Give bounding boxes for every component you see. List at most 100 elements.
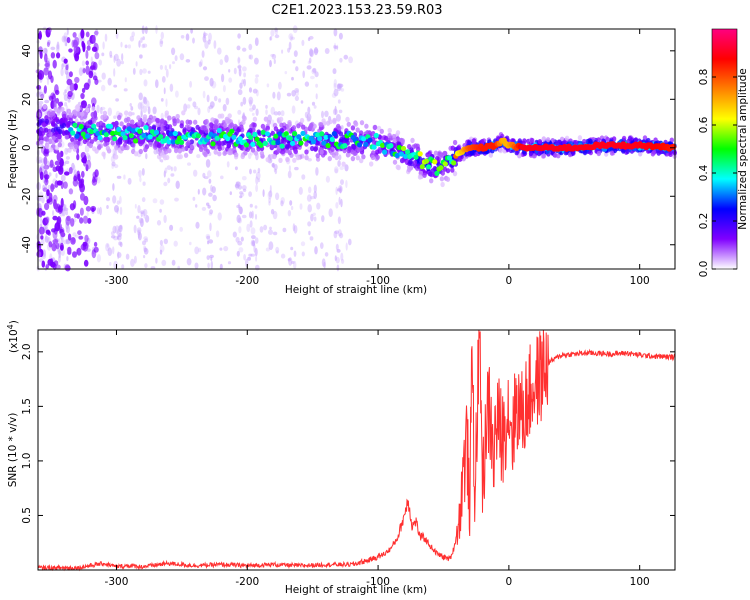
noise-speck <box>81 40 85 48</box>
noise-speck <box>146 100 150 108</box>
spectral-point <box>248 127 253 134</box>
spectral-point <box>57 142 62 148</box>
noise-speck <box>175 90 179 98</box>
noise-speck <box>185 59 191 63</box>
spectral-point <box>51 127 56 133</box>
noise-speck <box>107 107 113 116</box>
noise-speck <box>337 160 341 167</box>
spectral-point <box>137 128 143 134</box>
noise-speck <box>160 159 164 163</box>
spectral-point <box>429 178 434 184</box>
spectral-point <box>325 120 331 126</box>
noise-speck <box>336 264 340 272</box>
noise-speck <box>321 258 326 267</box>
noise-speck <box>60 232 66 238</box>
y-tick-label: 20 <box>21 93 33 106</box>
noise-speck <box>81 87 86 93</box>
noise-speck <box>93 246 99 253</box>
noise-speck <box>251 112 255 116</box>
spectral-point <box>327 156 332 162</box>
snr-marks <box>37 329 676 572</box>
spectral-point <box>400 139 405 146</box>
spectral-point <box>136 115 141 121</box>
spectral-point <box>388 143 394 149</box>
spectral-point <box>167 148 172 154</box>
spectral-point <box>210 141 216 147</box>
noise-speck <box>267 191 272 200</box>
noise-speck <box>238 226 242 234</box>
spectral-point <box>405 149 411 155</box>
noise-speck <box>39 50 43 60</box>
noise-speck <box>138 170 142 178</box>
noise-speck <box>140 218 144 228</box>
noise-speck <box>247 256 252 261</box>
spectral-point <box>112 122 117 128</box>
noise-speck <box>42 47 48 54</box>
noise-speck <box>344 164 349 172</box>
noise-speck <box>120 41 123 48</box>
spectral-point <box>313 146 318 152</box>
spectral-point <box>545 137 551 143</box>
noise-speck <box>208 178 212 184</box>
noise-speck <box>238 206 243 215</box>
spectral-point <box>103 132 109 138</box>
noise-speck <box>136 215 140 219</box>
spectral-point <box>252 116 258 122</box>
noise-speck <box>220 175 224 180</box>
noise-speck <box>72 251 77 258</box>
noise-speck <box>163 214 167 224</box>
noise-speck <box>61 63 64 70</box>
x-tick-label: -100 <box>366 576 390 588</box>
spectral-point <box>480 138 485 145</box>
noise-speck <box>140 37 143 43</box>
spectral-point <box>51 110 56 116</box>
noise-speck <box>99 106 103 115</box>
spectral-point <box>229 122 234 128</box>
spectral-point <box>89 139 95 145</box>
noise-speck <box>105 197 111 202</box>
spectral-point <box>498 148 503 154</box>
noise-speck <box>124 77 127 83</box>
noise-speck <box>222 85 226 93</box>
noise-speck <box>292 59 296 64</box>
noise-speck <box>248 211 253 219</box>
spectral-point <box>178 154 183 160</box>
noise-speck <box>229 191 232 196</box>
spectral-point <box>170 139 176 145</box>
noise-speck <box>51 242 57 252</box>
noise-speck <box>98 59 102 66</box>
noise-speck <box>56 152 62 162</box>
spectral-point <box>412 160 418 166</box>
noise-speck <box>238 68 242 77</box>
spectral-point <box>217 113 222 119</box>
noise-speck <box>237 109 242 115</box>
noise-speck <box>293 260 297 270</box>
y-tick-label: 1.0 <box>21 453 33 470</box>
noise-speck <box>287 210 292 217</box>
spectral-point <box>172 130 178 137</box>
noise-speck <box>248 253 253 257</box>
spectral-point <box>304 141 309 147</box>
noise-speck <box>248 191 253 197</box>
spectral-point <box>319 149 324 155</box>
spectral-point <box>250 141 256 147</box>
noise-speck <box>192 196 196 201</box>
noise-speck <box>315 167 319 176</box>
snr-series-line <box>37 329 676 572</box>
snr-ticks: -300 -200 -100 0 100 0.5 1.0 1.5 2.0 <box>21 330 675 588</box>
noise-speck <box>306 65 312 70</box>
noise-speck <box>225 97 230 106</box>
noise-speck <box>53 200 57 210</box>
noise-speck <box>307 106 311 115</box>
spectral-point <box>356 142 363 148</box>
noise-speck <box>119 206 123 216</box>
noise-speck <box>169 83 174 93</box>
noise-speck <box>77 230 82 236</box>
spectral-point <box>287 120 292 126</box>
noise-speck <box>74 118 79 124</box>
spectral-point <box>346 151 351 157</box>
noise-speck <box>208 32 212 42</box>
noise-speck <box>180 35 185 39</box>
noise-speck <box>50 46 56 51</box>
noise-speck <box>113 55 116 63</box>
